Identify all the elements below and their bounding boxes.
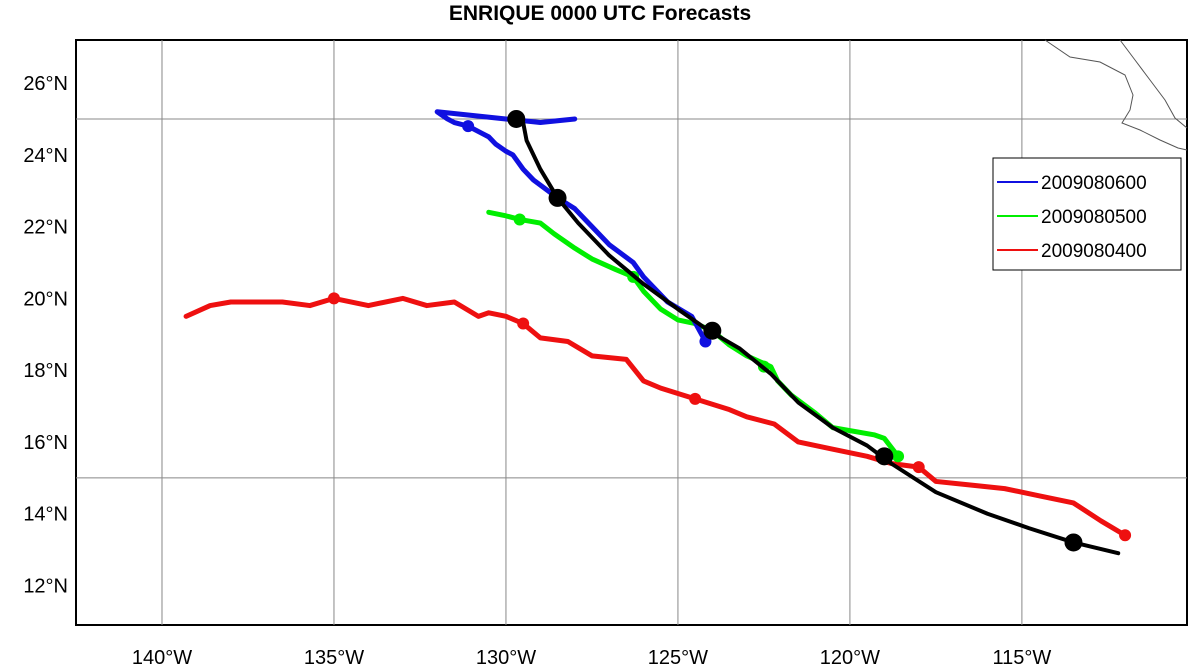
track-marker-2009080400: [912, 461, 925, 474]
track-marker-2009080400: [1119, 529, 1132, 542]
y-tick-label: 24°N: [23, 145, 68, 167]
y-tick-label: 12°N: [23, 576, 68, 598]
map-title: ENRIQUE 0000 UTC Forecasts: [448, 2, 752, 25]
x-tick-label: 115°W: [993, 647, 1052, 666]
y-tick-label: 16°N: [23, 432, 68, 454]
track-marker-best-track: [1064, 533, 1083, 552]
x-tick-label: 120°W: [820, 647, 880, 666]
y-tick-label: 18°N: [23, 360, 68, 382]
track-best-track: [514, 116, 1121, 556]
y-tick-label: 20°N: [23, 288, 68, 310]
track-marker-2009080400: [327, 292, 340, 305]
x-axis-ticks: 140°W 135°W 130°W 125°W 120°W 115°W: [132, 647, 1052, 666]
track-lines: [183, 109, 1132, 556]
track-marker-2009080600: [462, 120, 475, 133]
x-tick-label: 135°W: [304, 647, 364, 666]
y-tick-label: 14°N: [23, 504, 68, 526]
track-marker-2009080500: [513, 213, 526, 226]
coastline: [1044, 39, 1188, 151]
track-2009080600: [434, 109, 708, 344]
y-tick-label: 26°N: [23, 73, 68, 95]
coastline-baja: [1044, 39, 1188, 151]
plot-frame: [75, 39, 1188, 626]
legend-box: [992, 157, 1182, 271]
track-marker-best-track: [875, 447, 894, 466]
coastline-mainland: [1119, 39, 1188, 129]
legend: 2009080600 2009080500 2009080400: [992, 157, 1182, 271]
y-tick-label: 22°N: [23, 217, 68, 239]
y-axis-ticks: 12°N 14°N 16°N 18°N 20°N 22°N 24°N 26°N: [23, 73, 68, 597]
legend-label: 2009080500: [1041, 207, 1147, 228]
track-marker-best-track: [703, 321, 722, 340]
track-marker-2009080400: [689, 392, 702, 405]
legend-label: 2009080600: [1041, 173, 1147, 194]
track-2009080400: [183, 295, 1128, 538]
gridlines: [76, 40, 1187, 625]
x-tick-label: 125°W: [648, 647, 708, 666]
track-marker-2009080400: [517, 317, 530, 330]
x-tick-label: 140°W: [132, 647, 192, 666]
track-marker-2009080500: [892, 450, 905, 463]
track-2009080500: [486, 209, 901, 459]
track-marker-best-track: [507, 109, 526, 128]
track-marker-best-track: [548, 188, 567, 207]
legend-label: 2009080400: [1041, 241, 1147, 262]
x-tick-label: 130°W: [476, 647, 536, 666]
